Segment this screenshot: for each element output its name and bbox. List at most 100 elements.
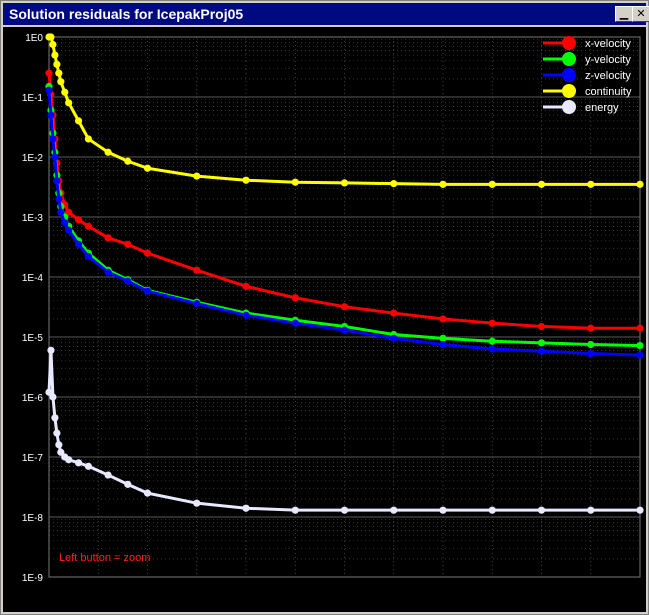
data-point xyxy=(340,303,349,311)
data-point xyxy=(193,300,201,308)
title-bar[interactable]: Solution residuals for IcepakProj05 ▁ ✕ xyxy=(3,3,649,25)
data-point xyxy=(53,177,61,185)
plot-frame xyxy=(48,36,641,578)
data-point xyxy=(636,180,644,188)
data-point xyxy=(636,351,644,359)
data-point xyxy=(587,506,595,514)
data-point xyxy=(65,208,73,216)
y-tick-label: 1E-7 xyxy=(22,453,44,464)
data-point xyxy=(47,111,55,119)
data-point xyxy=(65,456,73,464)
data-point xyxy=(51,414,59,422)
data-point xyxy=(65,226,73,234)
legend-label: energy xyxy=(585,102,619,114)
data-point xyxy=(45,86,53,94)
legend-swatch-marker xyxy=(562,52,576,66)
data-point xyxy=(488,506,496,514)
data-point xyxy=(124,240,132,248)
data-point xyxy=(537,347,546,355)
data-point xyxy=(488,337,496,345)
plot-background xyxy=(3,27,646,612)
residuals-plot[interactable]: 1E01E-11E-21E-31E-41E-51E-61E-71E-81E-9 … xyxy=(3,27,646,612)
x-tick-label: 200 xyxy=(435,594,452,605)
data-point xyxy=(104,234,112,242)
series-z-velocity xyxy=(45,86,644,359)
data-point xyxy=(65,99,73,107)
data-point xyxy=(291,506,299,514)
data-point xyxy=(242,176,250,184)
series-line xyxy=(47,90,641,357)
data-point xyxy=(390,506,398,514)
data-point xyxy=(390,334,398,342)
data-point xyxy=(439,506,447,514)
data-point xyxy=(143,489,152,497)
legend: x-velocity y-velocity z-velocity continuity… xyxy=(543,36,632,114)
data-point xyxy=(47,33,55,41)
data-point xyxy=(143,287,152,295)
data-point xyxy=(74,216,83,224)
x-tick-label: 300 xyxy=(632,594,646,605)
data-point xyxy=(124,157,132,165)
y-tick-label: 1E0 xyxy=(25,33,43,44)
data-point xyxy=(587,349,595,358)
data-point xyxy=(488,319,496,327)
data-point xyxy=(51,51,59,59)
legend-label: y-velocity xyxy=(585,54,631,66)
data-point xyxy=(45,69,53,77)
data-point xyxy=(55,441,63,449)
data-point xyxy=(104,268,112,276)
x-tick-label: 100 xyxy=(238,594,255,605)
legend-label: continuity xyxy=(585,86,632,98)
data-point xyxy=(439,315,447,323)
data-point xyxy=(55,195,63,203)
data-point xyxy=(439,334,447,342)
data-point xyxy=(242,504,250,512)
data-point xyxy=(537,322,546,331)
data-point xyxy=(340,326,349,334)
data-point xyxy=(193,172,201,180)
window-title: Solution residuals for IcepakProj05 xyxy=(9,6,244,22)
data-point xyxy=(51,153,59,161)
data-point xyxy=(439,180,447,188)
data-point xyxy=(537,180,546,188)
series-energy xyxy=(45,346,644,514)
data-point xyxy=(340,506,349,514)
data-point xyxy=(53,429,61,437)
y-tick-label: 1E-8 xyxy=(22,513,44,524)
data-point xyxy=(49,393,57,401)
data-point xyxy=(61,219,69,227)
y-tick-label: 1E-5 xyxy=(22,333,44,344)
data-point xyxy=(587,340,595,349)
data-point xyxy=(55,69,63,77)
data-point xyxy=(291,319,299,327)
legend-swatch-marker xyxy=(562,68,576,82)
minimize-button[interactable]: ▁ xyxy=(615,6,633,22)
data-point xyxy=(74,459,83,467)
data-point xyxy=(193,266,201,274)
x-tick-label: 0 xyxy=(46,594,52,605)
data-point xyxy=(53,60,61,68)
data-point xyxy=(587,324,595,332)
data-point xyxy=(242,282,250,290)
data-point xyxy=(488,345,496,353)
data-point xyxy=(340,179,349,187)
data-point xyxy=(57,78,65,86)
close-button[interactable]: ✕ xyxy=(632,6,649,22)
data-point xyxy=(537,506,546,514)
zoom-hint: Left button = zoom xyxy=(59,552,150,564)
y-axis-ticks: 1E0 1E-1 1E-2 1E-3 1E-4 1E-5 1E-6 1E-7 1E-8 1E-9 xyxy=(22,33,44,584)
data-point xyxy=(537,339,546,347)
y-tick-label: 1E-4 xyxy=(22,273,44,284)
data-point xyxy=(49,135,57,143)
data-point xyxy=(47,346,55,354)
data-point xyxy=(84,252,92,261)
data-point xyxy=(390,309,398,317)
data-point xyxy=(124,480,132,488)
x-axis-ticks: 0 100 200 300 xyxy=(46,594,646,605)
data-point xyxy=(57,448,65,456)
data-point xyxy=(143,164,152,172)
data-point xyxy=(439,340,447,349)
data-point xyxy=(488,180,496,188)
data-point xyxy=(193,499,201,507)
